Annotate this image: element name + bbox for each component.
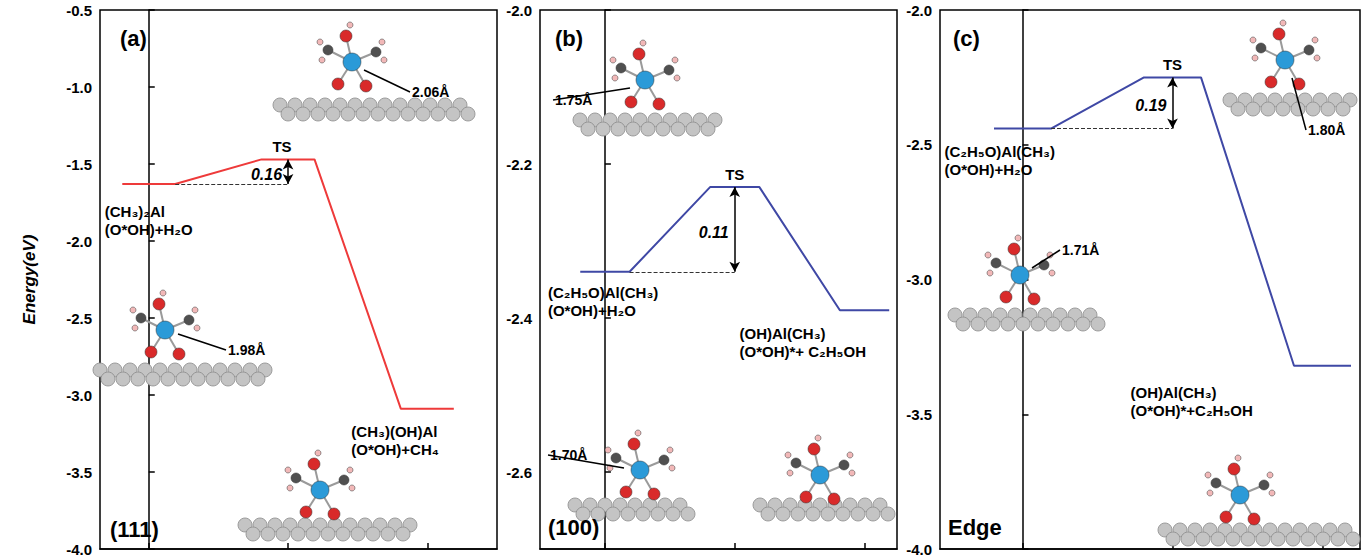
svg-text:(111): (111) xyxy=(110,517,159,542)
svg-text:-2.6: -2.6 xyxy=(506,464,532,481)
svg-text:(100): (100) xyxy=(548,515,599,540)
svg-text:-4.0: -4.0 xyxy=(66,541,92,558)
svg-text:(O*OH)+CH₄: (O*OH)+CH₄ xyxy=(351,441,439,458)
svg-text:(O*OH)+H₂O: (O*OH)+H₂O xyxy=(548,302,636,319)
svg-text:-2.5: -2.5 xyxy=(906,136,932,153)
svg-text:1.98Å: 1.98Å xyxy=(228,342,265,358)
svg-text:-2.0: -2.0 xyxy=(66,233,92,250)
svg-text:-3.0: -3.0 xyxy=(906,271,932,288)
svg-text:1.71Å: 1.71Å xyxy=(1062,242,1099,258)
svg-text:(O*OH)*+ C₂H₅OH: (O*OH)*+ C₂H₅OH xyxy=(740,343,866,360)
svg-text:-4.0: -4.0 xyxy=(906,541,932,558)
svg-text:TS: TS xyxy=(272,138,291,155)
svg-text:(CH₃)(OH)Al: (CH₃)(OH)Al xyxy=(351,423,437,440)
svg-text:-3.5: -3.5 xyxy=(66,464,92,481)
svg-text:-3.0: -3.0 xyxy=(66,387,92,404)
svg-text:(O*OH)*+C₂H₅OH: (O*OH)*+C₂H₅OH xyxy=(1131,402,1253,419)
svg-text:0.16: 0.16 xyxy=(251,166,282,183)
svg-text:-3.5: -3.5 xyxy=(906,406,932,423)
svg-text:TS: TS xyxy=(725,166,744,183)
svg-text:Edge: Edge xyxy=(948,515,1002,540)
svg-text:-2.4: -2.4 xyxy=(506,310,533,327)
svg-text:(c): (c) xyxy=(953,26,980,51)
svg-text:(O*OH)+H₂O: (O*OH)+H₂O xyxy=(105,221,193,238)
svg-text:(a): (a) xyxy=(120,26,147,51)
svg-text:(C₂H₅O)Al(CH₃): (C₂H₅O)Al(CH₃) xyxy=(945,143,1055,160)
svg-text:(CH₃)₂Al: (CH₃)₂Al xyxy=(105,203,165,220)
svg-text:(b): (b) xyxy=(555,26,583,51)
svg-text:-2.0: -2.0 xyxy=(906,2,932,19)
svg-text:(O*OH)+H₂O: (O*OH)+H₂O xyxy=(945,161,1033,178)
svg-text:TS: TS xyxy=(1163,56,1182,73)
svg-text:-2.2: -2.2 xyxy=(506,156,532,173)
svg-text:1.70Å: 1.70Å xyxy=(550,447,587,463)
svg-text:(C₂H₅O)Al(CH₃): (C₂H₅O)Al(CH₃) xyxy=(548,284,658,301)
svg-text:0.11: 0.11 xyxy=(699,224,729,241)
svg-text:-2.0: -2.0 xyxy=(506,2,532,19)
svg-text:-1.0: -1.0 xyxy=(66,79,92,96)
svg-text:1.80Å: 1.80Å xyxy=(1308,122,1345,138)
svg-text:0.19: 0.19 xyxy=(1135,97,1166,114)
svg-text:-1.5: -1.5 xyxy=(66,156,92,173)
svg-text:(OH)Al(CH₃): (OH)Al(CH₃) xyxy=(1131,384,1217,401)
svg-text:-0.5: -0.5 xyxy=(66,2,92,19)
svg-text:1.75Å: 1.75Å xyxy=(555,92,592,108)
svg-text:(OH)Al(CH₃): (OH)Al(CH₃) xyxy=(740,325,826,342)
svg-text:-2.5: -2.5 xyxy=(66,310,92,327)
svg-text:Energy(eV): Energy(eV) xyxy=(20,234,39,324)
svg-text:2.06Å: 2.06Å xyxy=(412,84,449,100)
